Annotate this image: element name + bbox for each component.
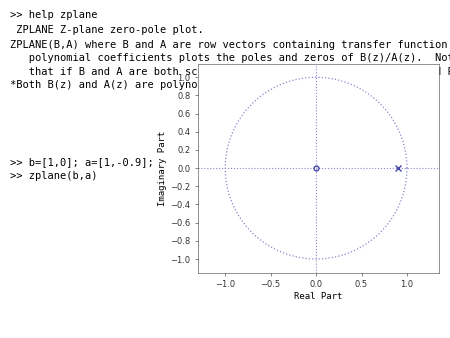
X-axis label: Real Part: Real Part bbox=[294, 292, 342, 301]
Text: polynomial coefficients plots the poles and zeros of B(z)/A(z).  Note: polynomial coefficients plots the poles … bbox=[10, 53, 450, 64]
Text: >> help zplane: >> help zplane bbox=[10, 10, 97, 20]
Y-axis label: Imaginary Part: Imaginary Part bbox=[158, 130, 167, 206]
Text: that if B and A are both scalars they will be interpreted as Z and P.: that if B and A are both scalars they wi… bbox=[10, 67, 450, 77]
Text: >> b=[1,0]; a=[1,-0.9];: >> b=[1,0]; a=[1,-0.9]; bbox=[10, 157, 153, 167]
Text: ZPLANE(B,A) where B and A are row vectors containing transfer function: ZPLANE(B,A) where B and A are row vector… bbox=[10, 40, 447, 50]
Text: *Both B(z) and A(z) are polynomials  of z⁻¹: *Both B(z) and A(z) are polynomials of z… bbox=[10, 80, 279, 91]
Text: ZPLANE Z-plane zero-pole plot.: ZPLANE Z-plane zero-pole plot. bbox=[10, 25, 204, 35]
Text: >> zplane(b,a): >> zplane(b,a) bbox=[10, 171, 97, 181]
